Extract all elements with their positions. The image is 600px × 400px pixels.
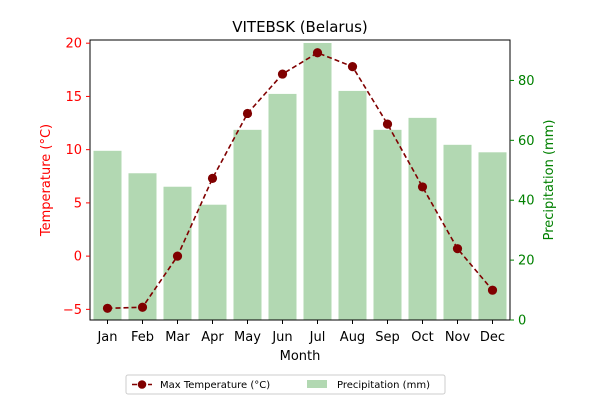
precipitation-tick-label-20: 20	[518, 254, 535, 269]
precipitation-bar-oct	[408, 117, 437, 320]
precipitation-bars	[93, 42, 507, 320]
precipitation-bar-may	[233, 129, 262, 320]
legend: Max Temperature (°C) Precipitation (mm)	[125, 374, 446, 395]
x-tick-label-sep: Sep	[375, 330, 400, 345]
x-tick-label-may: May	[234, 330, 261, 345]
temperature-tick-label-20: 20	[65, 37, 82, 52]
precipitation-bar-aug	[338, 90, 367, 320]
legend-temperature-label: Max Temperature (°C)	[160, 380, 270, 391]
temperature-tick-label-0: 0	[74, 250, 82, 265]
precipitation-bar-jun	[268, 93, 297, 320]
precipitation-bar-jan	[93, 150, 122, 320]
precipitation-axis-label: Precipitation (mm)	[542, 120, 557, 241]
x-tick-label-apr: Apr	[201, 330, 224, 345]
temperature-tick-label-5: 5	[74, 196, 82, 211]
x-tick-label-jul: Jul	[309, 330, 326, 345]
x-tick-label-dec: Dec	[480, 330, 505, 345]
temperature-point-feb	[137, 302, 148, 312]
temperature-tick-label-10: 10	[65, 143, 82, 158]
legend-frame	[125, 374, 446, 395]
legend-bar-swatch	[307, 380, 327, 388]
temperature-point-dec	[487, 285, 498, 295]
plot-frame	[89, 39, 511, 321]
precipitation-bar-apr	[198, 204, 227, 320]
precipitation-tick-label-60: 60	[518, 134, 535, 149]
legend-line-marker	[137, 380, 147, 389]
legend-precipitation-label: Precipitation (mm)	[337, 380, 430, 391]
temperature-point-jun	[277, 69, 288, 79]
precipitation-bar-dec	[478, 152, 507, 320]
precipitation-bar-feb	[128, 173, 157, 320]
precipitation-tick-label-40: 40	[518, 194, 535, 209]
temperature-point-oct	[417, 182, 428, 192]
temperature-line	[107, 51, 494, 310]
temperature-point-apr	[207, 173, 218, 184]
precipitation-tick-label-80: 80	[518, 74, 535, 89]
temperature-point-aug	[347, 62, 358, 72]
temperature-point-may	[242, 108, 253, 119]
x-tick-label-jun: Jun	[271, 330, 292, 345]
precipitation-bar-jul	[303, 42, 332, 320]
x-tick-label-nov: Nov	[445, 330, 471, 345]
x-tick-label-aug: Aug	[340, 330, 365, 345]
temperature-point-nov	[452, 244, 463, 254]
x-tick-label-feb: Feb	[131, 330, 154, 345]
precipitation-bar-sep	[373, 129, 402, 320]
temperature-point-sep	[382, 119, 393, 129]
temperature-point-jan	[102, 303, 113, 313]
precipitation-tick-label-0: 0	[518, 314, 526, 329]
temperature-axis-label: Temperature (°C)	[39, 124, 54, 237]
temperature-tick-label--5: −5	[63, 303, 82, 318]
precipitation-axis: 0 20 40 60 80	[510, 74, 535, 329]
temperature-point-jul	[312, 48, 323, 58]
temperature-line-layer	[102, 48, 498, 313]
temperature-tick-label-15: 15	[65, 90, 82, 105]
x-axis-label: Month	[280, 349, 321, 364]
chart-title: VITEBSK (Belarus)	[232, 18, 368, 36]
x-tick-label-jan: Jan	[96, 330, 117, 345]
temperature-axis: −5 0 5 10 15 20	[63, 37, 90, 318]
x-tick-label-oct: Oct	[411, 330, 433, 345]
x-tick-label-mar: Mar	[165, 330, 190, 345]
x-axis: Jan Feb Mar Apr May Jun Jul Aug Sep Oct Nov Dec	[96, 320, 505, 345]
temperature-point-mar	[172, 251, 183, 261]
